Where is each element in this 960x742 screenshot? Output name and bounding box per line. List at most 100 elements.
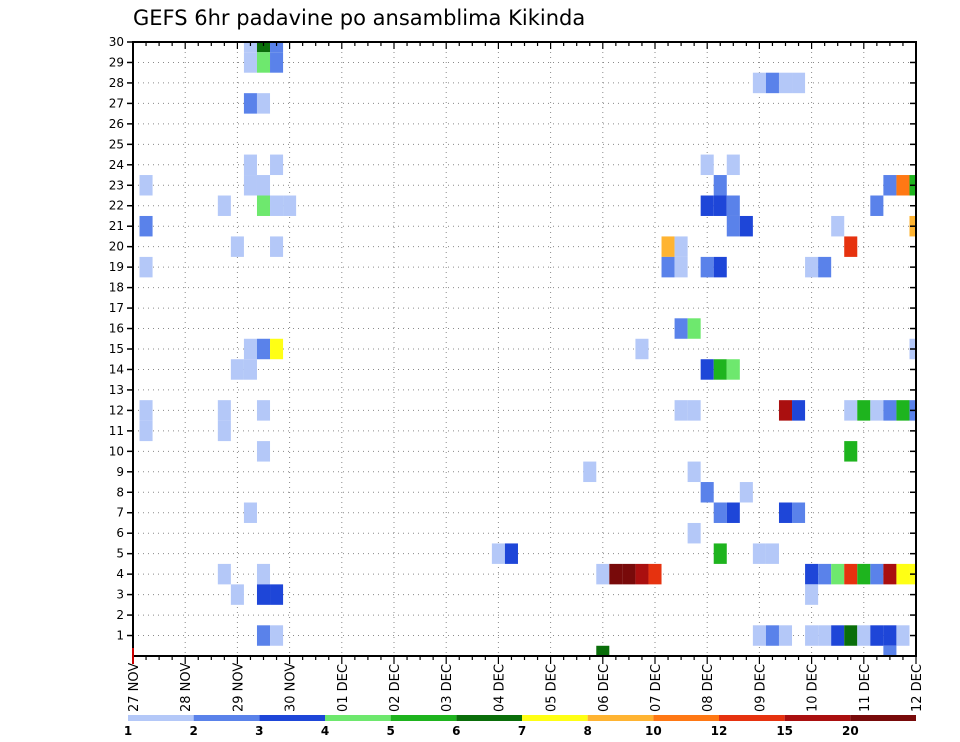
legend-swatch [522,715,588,721]
x-tick-label: 08 DEC [701,664,716,712]
y-tick-label: 30 [109,35,124,49]
y-axis: 1234567891011121314151617181920212223242… [109,35,916,643]
heatmap-cell [217,563,231,585]
y-tick-label: 8 [116,485,124,499]
heatmap-cell [270,52,284,73]
x-tick-label: 01 DEC [336,664,351,712]
heatmap-cell [752,543,766,564]
y-tick-label: 28 [109,76,124,90]
legend-label: 20 [842,724,859,738]
legend-swatch [784,715,851,721]
heatmap-cell [270,195,284,216]
heatmap-cell [270,584,284,605]
heatmap-cell [765,72,779,94]
heatmap-cell [883,625,897,646]
heatmap-cell [243,42,257,53]
y-tick-label: 22 [109,199,124,213]
heatmap-cell [243,338,257,360]
legend-swatch [325,715,391,721]
legend-label: 2 [189,724,197,738]
heatmap-cell [883,563,897,585]
heatmap-cell [256,175,271,196]
heatmap-cell [883,645,897,656]
heatmap-cell [687,461,701,483]
x-tick-label: 29 NOV [231,663,246,712]
x-tick-label: 04 DEC [492,664,507,712]
heatmap-cell [700,154,714,176]
heatmap-cell [243,52,257,73]
heatmap-cell [726,215,740,237]
heatmap-cell [674,318,688,339]
y-tick-label: 3 [116,588,124,602]
heatmap-cell [230,584,244,605]
heatmap-cell [844,563,858,585]
heatmap-cell [256,563,271,585]
heatmap-cell [818,625,832,646]
color-legend: 1 2 3 4 5 6 7 8 10 12 15 20 [124,715,916,738]
heatmap-cell [256,195,271,216]
heatmap-cell [792,72,806,94]
legend-swatch [653,715,719,721]
x-tick-label: 12 DEC [910,664,925,712]
heatmap-cell [778,625,793,646]
heatmap-cell [217,400,231,421]
heatmap-cell [609,563,623,585]
heatmap-cell [283,195,297,216]
y-tick-label: 17 [109,301,124,315]
heatmap-cell [831,625,845,646]
heatmap-cell [765,625,779,646]
heatmap-cell [139,215,153,237]
heatmap-cell [700,359,714,380]
heatmap-cell [622,563,636,585]
y-tick-label: 7 [116,506,124,520]
heatmap-cell [739,215,753,237]
heatmap-cell [778,72,793,94]
heatmap-cell [635,563,649,585]
legend-swatch [456,715,522,721]
y-tick-label: 20 [109,240,124,254]
y-tick-label: 23 [109,178,124,192]
legend-swatch [259,715,325,721]
legend-label: 5 [386,724,394,738]
heatmap-cell [270,236,284,257]
heatmap-cell [883,175,897,196]
heatmap-cell [661,256,675,278]
legend-label: 10 [645,724,662,738]
x-tick-label: 03 DEC [440,664,455,712]
heatmap-cell [700,482,714,503]
heatmap-cell [243,359,257,380]
y-tick-label: 15 [109,342,124,356]
heatmap-cell [256,52,271,73]
heatmap-cell [256,93,271,114]
heatmap-cell [674,236,688,257]
legend-label: 15 [776,724,793,738]
heatmap-cell [256,338,271,360]
x-tick-label: 06 DEC [597,664,612,712]
y-tick-label: 24 [109,158,124,172]
y-tick-label: 27 [109,96,124,110]
heatmap-cell [270,42,284,53]
legend-swatch [850,715,916,721]
legend-swatch [390,715,457,721]
heatmap-cell [896,175,910,196]
heatmap-cell [230,236,244,257]
heatmap-cell [778,502,793,523]
heatmap-cell [635,338,649,360]
x-tick-label: 02 DEC [388,664,403,712]
legend-label: 6 [452,724,460,738]
y-tick-label: 12 [109,403,124,417]
legend-label: 8 [583,724,591,738]
heatmap-cell [831,563,845,585]
heatmap-cell [857,400,871,421]
legend-swatch [719,715,785,721]
y-tick-label: 18 [109,281,124,295]
heatmap-cell [256,584,271,605]
heatmap-cell [818,256,832,278]
y-tick-label: 16 [109,322,124,336]
heatmap-cell [726,502,740,523]
heatmap-cell [256,441,271,462]
heatmap-cell [752,72,766,94]
y-tick-label: 1 [116,629,124,643]
legend-label: 3 [255,724,263,738]
x-tick-label: 11 DEC [858,664,873,712]
